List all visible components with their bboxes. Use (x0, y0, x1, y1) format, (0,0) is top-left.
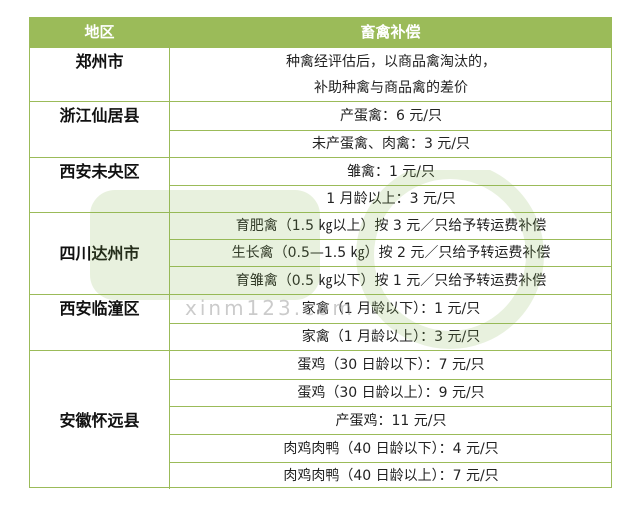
region-cell: 浙江仙居县 (30, 101, 169, 157)
header-region: 地区 (84, 23, 115, 41)
region-cell: 四川达州市 (30, 212, 169, 294)
region-cell: 安徽怀远县 (30, 350, 169, 489)
compensation-cell: 肉鸡肉鸭（40 日龄以上）：7 元/只 (169, 462, 612, 489)
compensation-cell: 蛋鸡（30 日龄以上）：9 元/只 (169, 379, 612, 406)
compensation-cell: 蛋鸡（30 日龄以下）：7 元/只 (169, 350, 612, 379)
compensation-cell: 育肥禽（1.5 ㎏以上）按 3 元／只给予转运费补偿 (169, 212, 612, 239)
compensation-cell: 产蛋禽：6 元/只 (169, 101, 612, 130)
compensation-cell: 生长禽（0.5—1.5 ㎏）按 2 元／只给予转运费补偿 (169, 239, 612, 266)
compensation-cell: 未产蛋禽、肉禽：3 元/只 (169, 130, 612, 157)
region-cell: 西安未央区 (30, 157, 169, 212)
compensation-cell: 产蛋鸡：11 元/只 (169, 406, 612, 434)
region-cell: 西安临潼区 (30, 294, 169, 350)
compensation-cell: 家禽（1 月龄以下）：1 元/只 (169, 294, 612, 323)
compensation-cell: 雏禽：1 元/只 (169, 157, 612, 185)
header-compensation: 畜禽补偿 (360, 23, 421, 41)
table-header: 地区 畜禽补偿 (30, 18, 611, 47)
compensation-cell: 家禽（1 月龄以上）：3 元/只 (169, 323, 612, 350)
compensation-table: 地区 畜禽补偿 郑州市 种禽经评估后，以商品禽淘汰的， 补助种禽与商品禽的差价 浙江… (29, 17, 612, 489)
compensation-cell: 种禽经评估后，以商品禽淘汰的， 补助种禽与商品禽的差价 (169, 47, 612, 101)
compensation-cell: 1 月龄以上：3 元/只 (169, 185, 612, 212)
compensation-cell: 育雏禽（0.5 ㎏以下）按 1 元／只给予转运费补偿 (169, 266, 612, 294)
region-cell: 郑州市 (30, 47, 169, 101)
compensation-cell: 肉鸡肉鸭（40 日龄以下）：4 元/只 (169, 434, 612, 462)
